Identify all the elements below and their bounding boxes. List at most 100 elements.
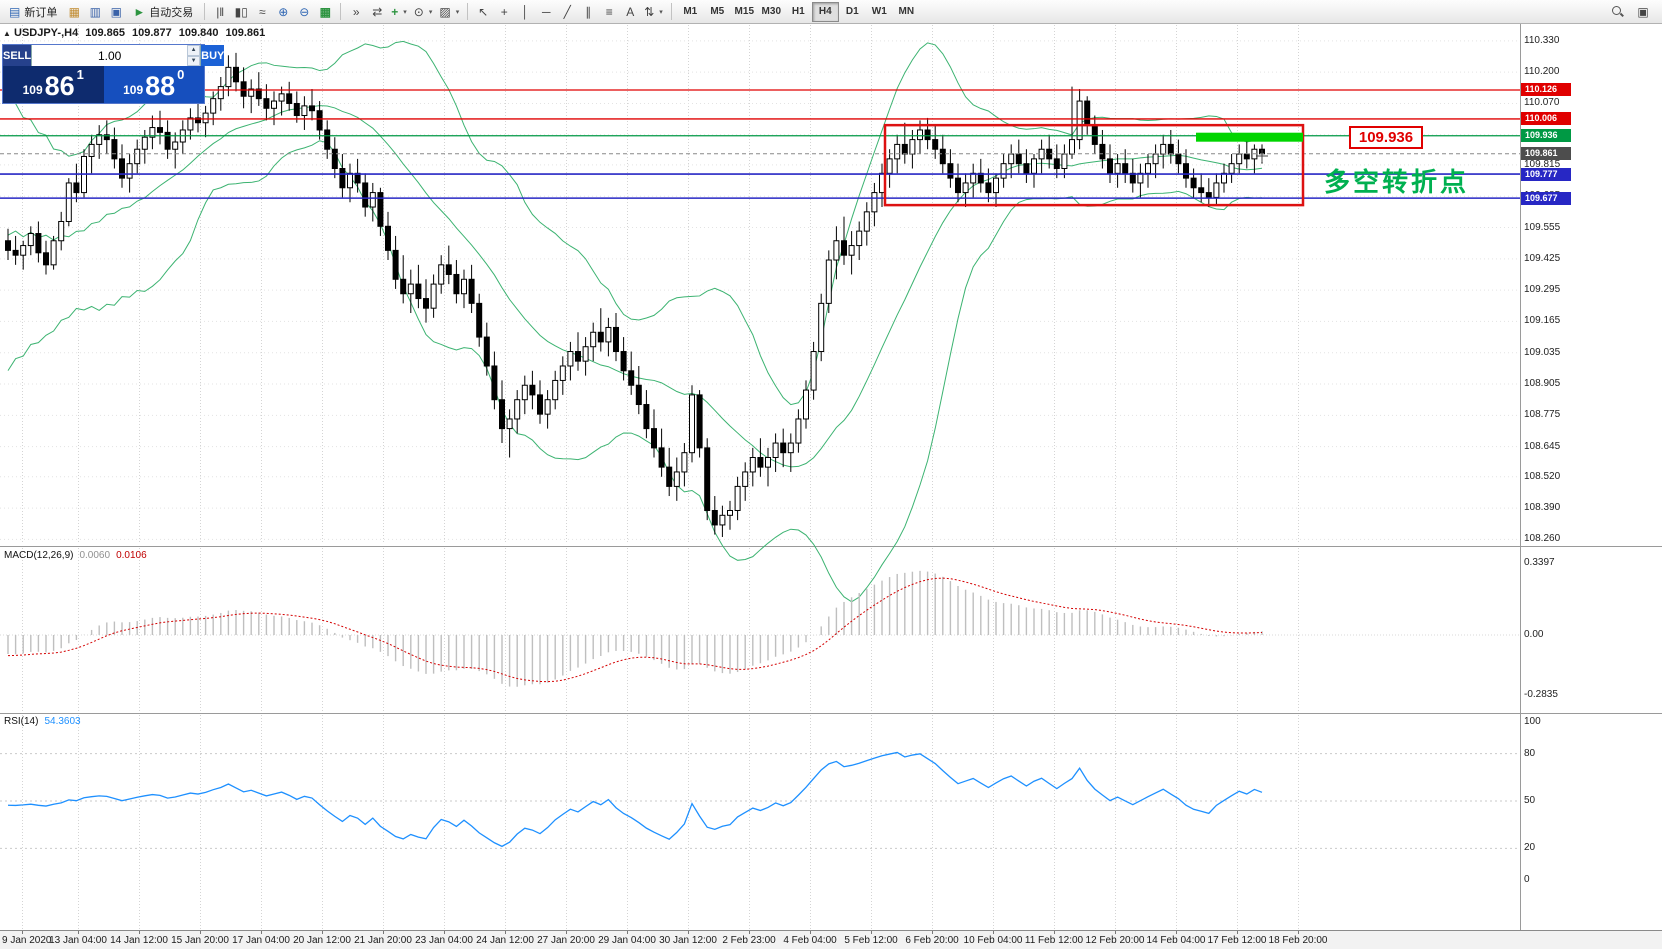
candle [362, 182, 369, 208]
candle [825, 259, 832, 304]
auto-scroll-icon: » [352, 4, 360, 19]
time-axis-tick [1054, 931, 1055, 934]
time-axis-tick [627, 931, 628, 934]
volume-down-button[interactable]: ▼ [187, 55, 201, 67]
buy-price-big: 88 [145, 71, 176, 101]
fibonacci-button[interactable]: ≡ [599, 2, 619, 22]
chart-window-button[interactable]: ▦ [64, 2, 84, 22]
time-axis-tick [444, 931, 445, 934]
candlestick-button[interactable]: ▮▯ [231, 2, 251, 22]
chart-shift-button[interactable]: ⇄ [367, 2, 387, 22]
candle [673, 471, 680, 487]
candle [233, 66, 239, 83]
toolbar-separator [204, 3, 206, 20]
cursor-button[interactable]: ↖ [473, 2, 493, 22]
candle [787, 442, 794, 454]
profiles-button[interactable]: ▥ [85, 2, 105, 22]
time-axis-tick [810, 931, 811, 934]
zoom-in-button[interactable]: ⊕ [273, 2, 293, 22]
templates-button[interactable]: ▨ ▾ [436, 2, 462, 22]
timeframe-mn-button[interactable]: MN [893, 2, 920, 22]
buy-button[interactable]: BUY [201, 45, 225, 67]
channel-button[interactable]: ∥ [578, 2, 598, 22]
candle [582, 346, 589, 362]
candle [537, 394, 543, 415]
turning-point-text[interactable]: 多空转折点 [1324, 167, 1470, 197]
candle [666, 466, 673, 487]
candle [1031, 158, 1037, 174]
buy-price-prefix: 109 [123, 83, 144, 97]
candle [757, 457, 764, 468]
sell-button[interactable]: SELL [3, 45, 32, 67]
window-icon-group: ▦ ▥ ▣ [64, 2, 126, 22]
candle [141, 136, 148, 150]
time-label: 13 Jan 04:00 [49, 935, 107, 946]
candle [126, 163, 133, 179]
price-tick: 110.200 [1524, 66, 1560, 78]
candle [818, 302, 825, 353]
timeframe-h1-button[interactable]: H1 [785, 2, 812, 22]
candle [88, 143, 95, 157]
timeframe-m15-button[interactable]: M15 [731, 2, 758, 22]
vertical-line-button[interactable]: │ [515, 2, 535, 22]
timeframe-d1-button[interactable]: D1 [839, 2, 866, 22]
volume-up-button[interactable]: ▲ [187, 45, 201, 56]
symbol-search-button[interactable] [1607, 2, 1627, 22]
timeframe-m5-button[interactable]: M5 [704, 2, 731, 22]
trendline-button[interactable]: ╱ [557, 2, 577, 22]
volume-input[interactable] [32, 45, 188, 67]
time-axis-tick [688, 931, 689, 934]
text-button[interactable]: A [620, 2, 640, 22]
candle [210, 98, 217, 114]
candle [35, 233, 42, 254]
time-label: 2 Feb 23:00 [722, 935, 776, 946]
time-axis[interactable]: 9 Jan 2020 13 Jan 04:00 14 Jan 12:00 15 Jan… [0, 931, 1662, 949]
crosshair-button[interactable]: + [494, 2, 514, 22]
candle [217, 86, 224, 100]
templates-icon: ▨ [439, 4, 451, 19]
candle [134, 148, 141, 165]
candle [248, 88, 255, 97]
rsi-line [7, 751, 1263, 848]
bar-chart-button[interactable]: |‖ [210, 2, 230, 22]
timeframe-w1-button[interactable]: W1 [866, 2, 893, 22]
line-chart-button[interactable]: ≈ [252, 2, 272, 22]
arrow-tools-button[interactable]: ⇅ ▾ [641, 2, 666, 22]
rsi-panel [7, 751, 1263, 848]
price-tick: 108.775 [1524, 409, 1561, 421]
timeframe-h4-button[interactable]: H4 [811, 1, 839, 22]
zoom-out-button[interactable]: ⊖ [294, 2, 314, 22]
candle [605, 326, 612, 343]
sell-price-panel[interactable]: 109 86 1 [3, 66, 104, 103]
time-axis-tick [871, 931, 872, 934]
candle [704, 447, 711, 511]
candle [255, 88, 262, 100]
candle [795, 418, 802, 444]
resistance-highlight-bar[interactable] [1196, 132, 1303, 142]
candle [58, 220, 65, 242]
autotrading-button[interactable]: ► 自动交易 [127, 2, 199, 22]
candle [871, 192, 878, 213]
horizontal-lines[interactable] [0, 89, 1520, 199]
candle [529, 384, 536, 396]
price-callout-label[interactable]: 109.936 [1349, 126, 1423, 149]
auto-scroll-button[interactable]: » [346, 2, 366, 22]
timeframe-m30-button[interactable]: M30 [758, 2, 785, 22]
collapse-trade-panel-icon[interactable]: ▲ [3, 29, 11, 38]
timeframe-m1-button[interactable]: M1 [677, 2, 704, 22]
horizontal-line-button[interactable]: ─ [536, 2, 556, 22]
new-order-button[interactable]: ▤ 新订单 [3, 2, 63, 22]
indicators-button[interactable]: + ▾ [388, 2, 410, 22]
resistance-box[interactable] [883, 123, 1305, 207]
data-window-button[interactable]: ▣ [106, 2, 126, 22]
toolbar-separator [467, 3, 469, 20]
new-order-label: 新订单 [24, 6, 58, 19]
tile-windows-button[interactable]: ▦ [315, 2, 335, 22]
periods-button[interactable]: ⊙ ▾ [411, 2, 436, 22]
window-layout-button[interactable]: ▣ [1633, 2, 1653, 22]
candle [780, 442, 787, 454]
buy-price-panel[interactable]: 109 88 0 [103, 66, 204, 103]
candle [1175, 153, 1182, 165]
time-label: 27 Jan 20:00 [537, 935, 595, 946]
